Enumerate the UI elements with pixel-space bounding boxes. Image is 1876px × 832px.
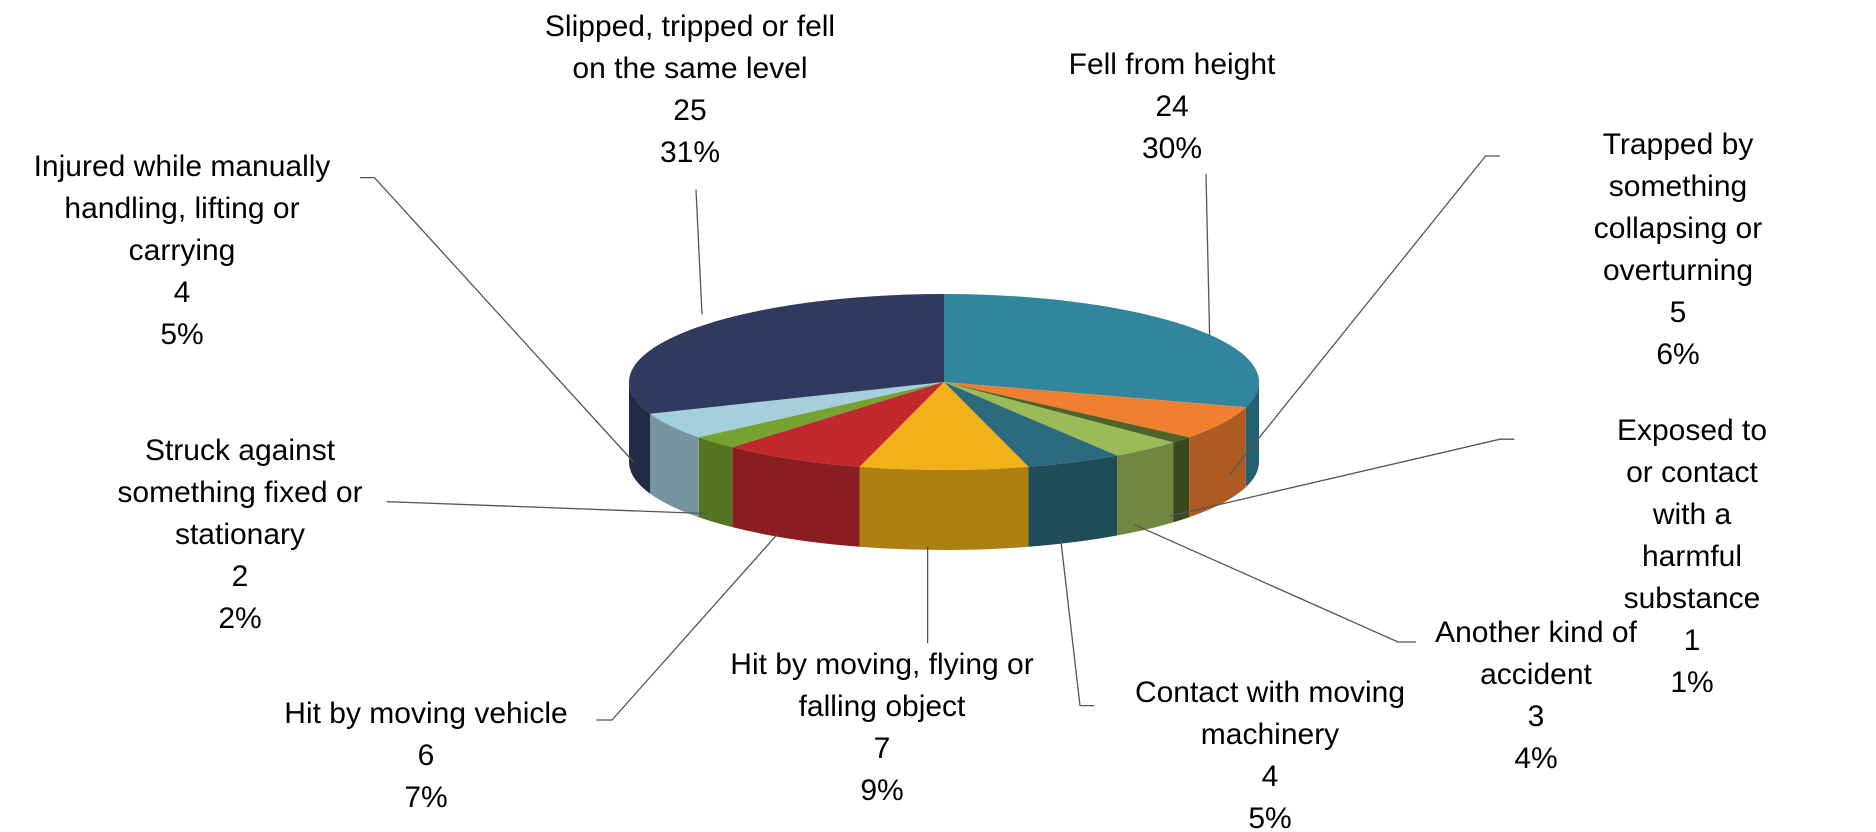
data-label: Another kind of accident 3 4% — [1435, 612, 1637, 780]
label-value: 4 — [1261, 760, 1279, 793]
data-label: Exposed to or contact with a harmful sub… — [1600, 410, 1784, 704]
data-label: Trapped by something collapsing or overt… — [1579, 124, 1777, 376]
leader-line — [1229, 155, 1500, 475]
data-label: Hit by moving vehicle 6 7% — [284, 693, 567, 819]
label-name: Contact with moving machinery — [1134, 676, 1406, 751]
leader-line — [1205, 173, 1211, 337]
slice — [859, 382, 1029, 470]
leader-line — [360, 176, 635, 463]
label-name: Another kind of accident — [1435, 616, 1637, 691]
label-percent: 4% — [1514, 742, 1558, 775]
leader-line — [596, 533, 779, 721]
slice-side — [1028, 455, 1118, 547]
slice — [650, 382, 944, 438]
label-value: 7 — [873, 732, 891, 765]
data-label: Contact with moving machinery 4 5% — [1135, 672, 1405, 832]
slice — [944, 382, 1190, 443]
slice-side — [1173, 437, 1190, 523]
label-name: Trapped by something collapsing or overt… — [1593, 128, 1763, 287]
slice-side — [1189, 407, 1246, 518]
label-value: 4 — [173, 276, 191, 309]
slice — [698, 382, 944, 448]
label-name: Slipped, tripped or fell on the same lev… — [544, 10, 836, 85]
label-percent: 7% — [404, 781, 448, 814]
slice — [944, 382, 1174, 456]
slice — [732, 382, 944, 467]
data-label: Injured while manually handling, lifting… — [34, 146, 331, 356]
data-label: Fell from height 24 30% — [1069, 44, 1276, 170]
label-name: Hit by moving, flying or falling object — [730, 648, 1034, 723]
slice-side — [732, 447, 860, 547]
data-label: Struck against something fixed or statio… — [117, 430, 362, 640]
leader-line — [1060, 539, 1095, 707]
slice-side — [859, 466, 1029, 551]
slice — [944, 382, 1246, 438]
label-percent: 30% — [1141, 132, 1203, 165]
label-value: 25 — [673, 94, 707, 127]
label-name: Fell from height — [1068, 48, 1276, 81]
slice — [944, 294, 1259, 408]
label-value: 3 — [1527, 700, 1545, 733]
label-name: Injured while manually handling, lifting… — [33, 150, 331, 267]
slice — [629, 294, 944, 414]
label-percent: 5% — [160, 318, 204, 351]
data-label: Hit by moving, flying or falling object 7… — [730, 644, 1033, 812]
leader-line — [1133, 523, 1416, 643]
label-percent: 5% — [1248, 802, 1292, 832]
slice-side — [698, 437, 733, 528]
slice-side — [1245, 382, 1259, 488]
slice — [944, 382, 1118, 467]
slice-side — [629, 382, 651, 494]
leader-line — [386, 500, 709, 515]
leader-line — [695, 189, 703, 315]
label-value: 1 — [1683, 624, 1701, 657]
label-name: Hit by moving vehicle — [284, 697, 568, 730]
data-label: Slipped, tripped or fell on the same lev… — [545, 6, 835, 174]
label-name: Exposed to or contact with a harmful sub… — [1616, 414, 1768, 615]
label-value: 5 — [1669, 296, 1687, 329]
leader-line — [1169, 438, 1515, 517]
label-name: Struck against something fixed or statio… — [117, 434, 363, 551]
slice-side — [650, 413, 699, 518]
label-percent: 6% — [1656, 338, 1700, 371]
label-percent: 2% — [218, 602, 262, 635]
label-percent: 1% — [1670, 666, 1714, 699]
label-value: 24 — [1155, 90, 1189, 123]
slice-side — [1117, 442, 1174, 536]
label-value: 6 — [417, 739, 435, 772]
label-percent: 31% — [659, 136, 721, 169]
label-percent: 9% — [860, 774, 904, 807]
label-value: 2 — [231, 560, 249, 593]
